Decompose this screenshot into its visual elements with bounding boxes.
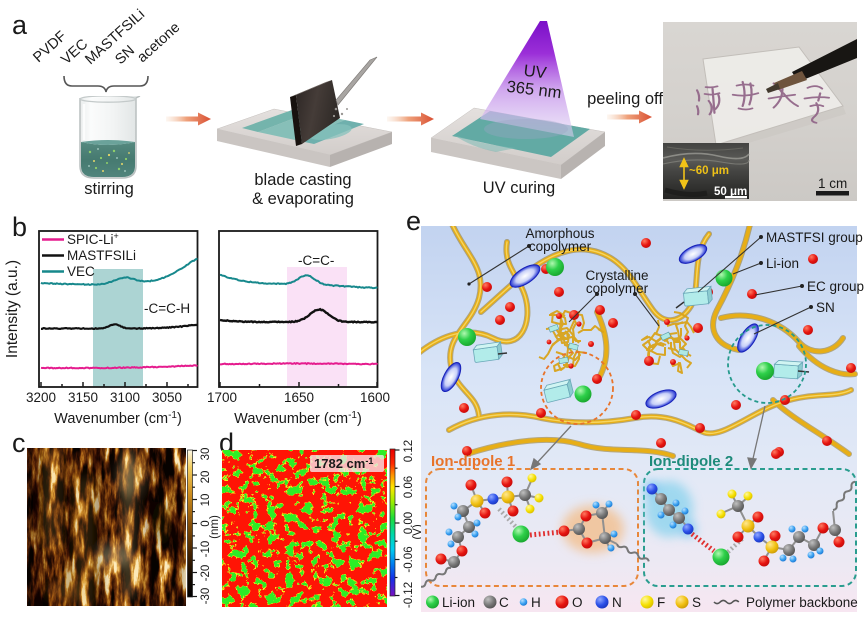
svg-text:Li-ion: Li-ion <box>766 256 799 271</box>
svg-text:3200: 3200 <box>26 390 56 405</box>
svg-text:MASTFSI group: MASTFSI group <box>766 230 863 245</box>
svg-text:-0.12: -0.12 <box>403 582 415 608</box>
svg-text:N: N <box>612 595 622 610</box>
svg-text:VEC: VEC <box>67 264 95 279</box>
svg-text:SPIC-Li+: SPIC-Li+ <box>67 231 119 247</box>
svg-text:Crystalline: Crystalline <box>585 268 648 283</box>
svg-text:1600: 1600 <box>360 390 390 405</box>
svg-text:C: C <box>499 595 509 610</box>
svg-text:-C=C-: -C=C- <box>298 253 334 268</box>
svg-text:0.00: 0.00 <box>403 512 415 534</box>
svg-text:-0.06: -0.06 <box>403 546 415 572</box>
svg-text:3100: 3100 <box>110 390 140 405</box>
svg-text:~60 μm: ~60 μm <box>689 165 729 177</box>
svg-text:Li-ion: Li-ion <box>442 595 475 610</box>
svg-text:S: S <box>692 595 701 610</box>
svg-text:0: 0 <box>200 520 212 526</box>
svg-text:-10: -10 <box>200 541 212 558</box>
svg-text:Wavenumber (cm-1): Wavenumber (cm-1) <box>54 410 182 427</box>
svg-text:20: 20 <box>200 471 212 484</box>
svg-text:0.06: 0.06 <box>403 476 415 498</box>
svg-text:1782 cm-1: 1782 cm-1 <box>314 456 373 471</box>
svg-text:O: O <box>572 595 583 610</box>
svg-text:SN: SN <box>816 300 835 315</box>
svg-text:50 μm: 50 μm <box>714 186 747 198</box>
svg-text:0.12: 0.12 <box>403 440 415 462</box>
svg-text:H: H <box>531 595 541 610</box>
svg-text:EC group: EC group <box>807 279 864 294</box>
svg-text:Intensity (a.u.): Intensity (a.u.) <box>4 260 21 358</box>
svg-text:F: F <box>657 595 665 610</box>
svg-text:Polymer backbone: Polymer backbone <box>746 595 858 610</box>
svg-text:3050: 3050 <box>152 390 182 405</box>
svg-text:Ion-dipole 2: Ion-dipole 2 <box>649 453 733 470</box>
svg-text:Ion-dipole 1: Ion-dipole 1 <box>431 453 515 470</box>
svg-text:MASTFSILi: MASTFSILi <box>67 248 136 263</box>
svg-text:-30: -30 <box>200 588 212 605</box>
svg-text:-20: -20 <box>200 565 212 582</box>
svg-text:copolymer: copolymer <box>586 281 649 296</box>
svg-text:copolymer: copolymer <box>529 239 592 254</box>
svg-text:3150: 3150 <box>68 390 98 405</box>
svg-text:-C=C-H: -C=C-H <box>144 301 190 316</box>
svg-text:Amorphous: Amorphous <box>525 226 594 241</box>
svg-text:Wavenumber (cm-1): Wavenumber (cm-1) <box>234 410 362 427</box>
svg-text:1650: 1650 <box>284 390 314 405</box>
svg-text:30: 30 <box>200 448 212 461</box>
svg-text:(nm): (nm) <box>209 515 221 539</box>
svg-text:10: 10 <box>200 494 212 507</box>
svg-text:1700: 1700 <box>207 390 237 405</box>
svg-text:1 cm: 1 cm <box>818 176 847 191</box>
